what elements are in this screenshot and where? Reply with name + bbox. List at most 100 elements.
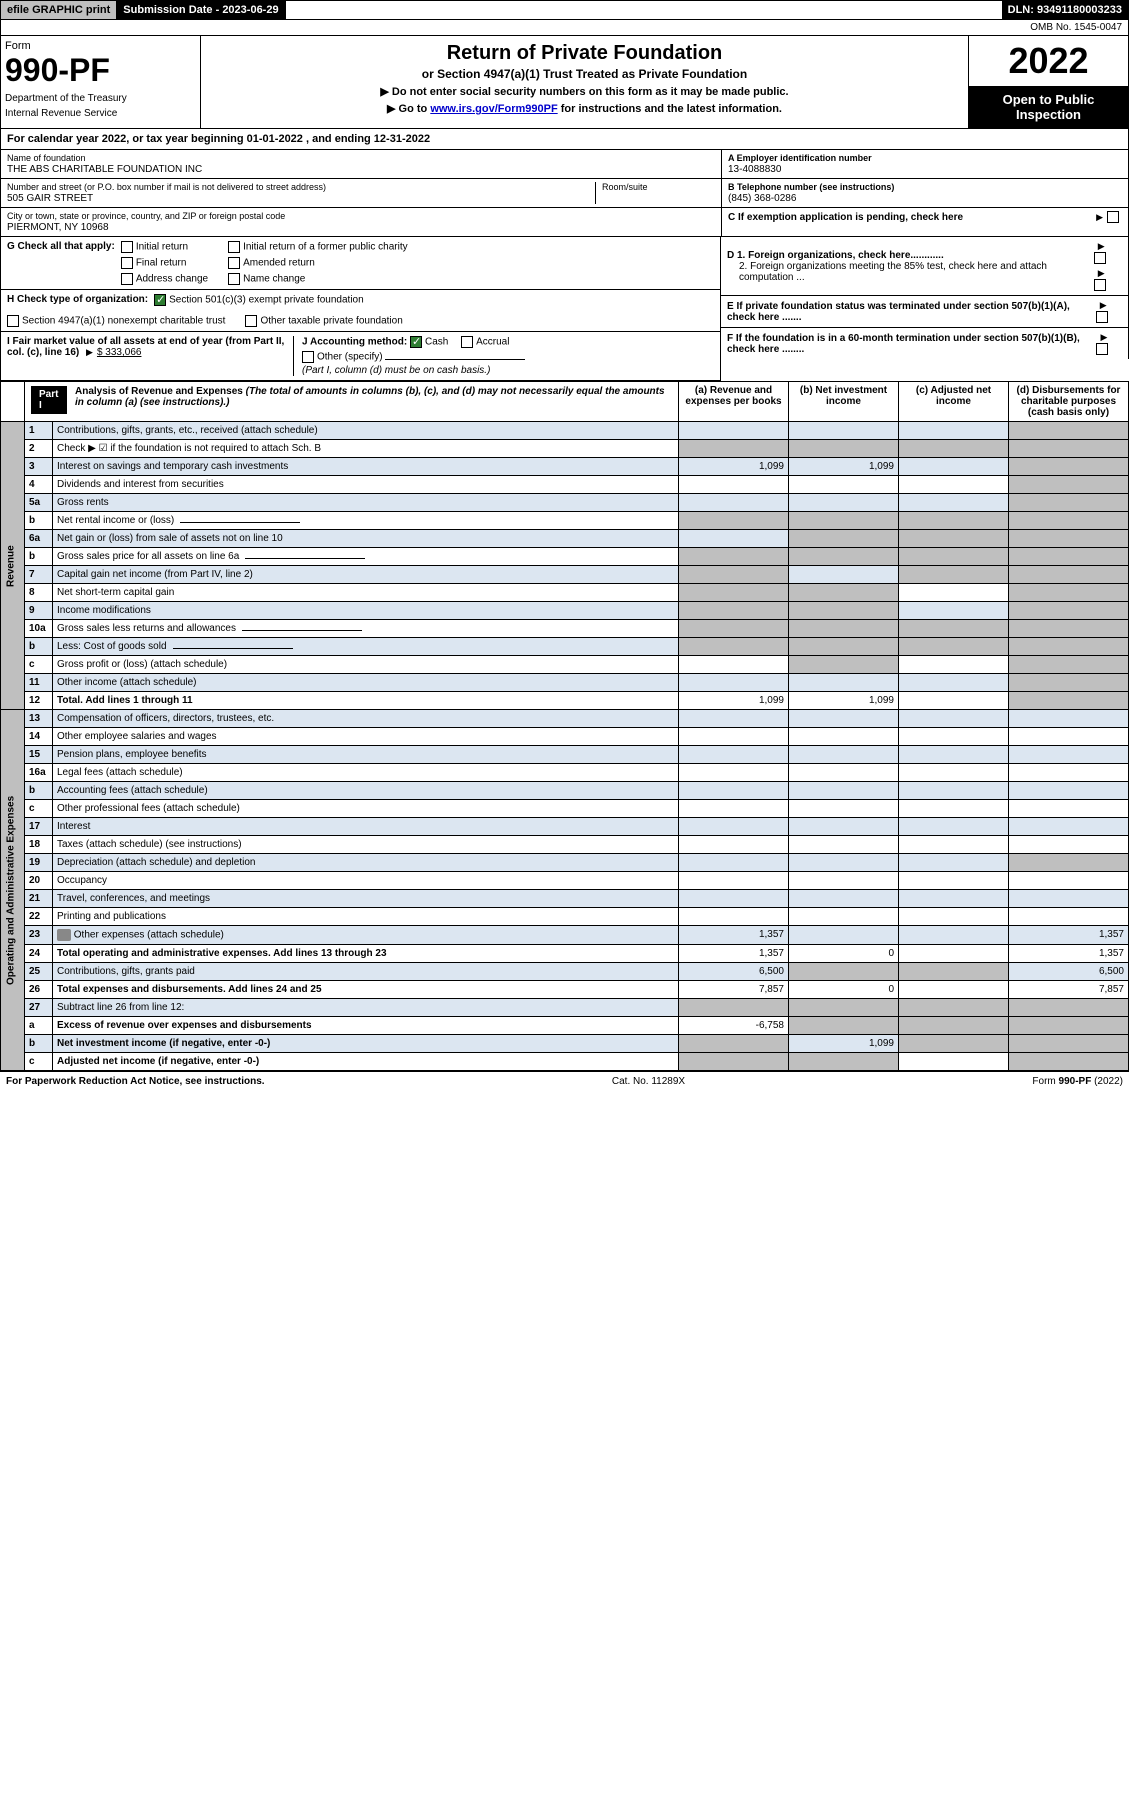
- amount-cell: [789, 638, 899, 656]
- irs-link[interactable]: www.irs.gov/Form990PF: [430, 103, 557, 115]
- g-amended-cb[interactable]: [228, 257, 240, 269]
- amount-cell: [679, 908, 789, 926]
- d2-checkbox[interactable]: [1094, 279, 1106, 291]
- table-row: 27Subtract line 26 from line 12:: [1, 999, 1129, 1017]
- amount-cell: [1009, 1035, 1129, 1053]
- amount-cell: [679, 746, 789, 764]
- amount-cell: [789, 566, 899, 584]
- i-j-row: I Fair market value of all assets at end…: [0, 332, 720, 381]
- amount-cell: [679, 836, 789, 854]
- form-subtitle: or Section 4947(a)(1) Trust Treated as P…: [207, 67, 962, 81]
- col-a-header: (a) Revenue and expenses per books: [679, 382, 789, 422]
- room-label: Room/suite: [602, 182, 715, 192]
- amount-cell: [789, 602, 899, 620]
- g-final-return-cb[interactable]: [121, 257, 133, 269]
- amount-cell: [1009, 782, 1129, 800]
- amount-cell: 1,357: [1009, 945, 1129, 963]
- d1-checkbox[interactable]: [1094, 252, 1106, 264]
- amount-cell: [1009, 566, 1129, 584]
- g-address-change-cb[interactable]: [121, 273, 133, 285]
- g-initial-former-cb[interactable]: [228, 241, 240, 253]
- amount-cell: [679, 440, 789, 458]
- h-other-taxable-cb[interactable]: [245, 315, 257, 327]
- amount-cell: [1009, 710, 1129, 728]
- line-description: Travel, conferences, and meetings: [53, 890, 679, 908]
- j-note: (Part I, column (d) must be on cash basi…: [302, 365, 714, 376]
- line-number: 13: [25, 710, 53, 728]
- j-cash-cb[interactable]: [410, 336, 422, 348]
- h-4947-cb[interactable]: [7, 315, 19, 327]
- table-row: cGross profit or (loss) (attach schedule…: [1, 656, 1129, 674]
- j-other-cb[interactable]: [302, 351, 314, 363]
- line-number: 8: [25, 584, 53, 602]
- amount-cell: [789, 800, 899, 818]
- table-row: 11Other income (attach schedule): [1, 674, 1129, 692]
- amount-cell: [789, 710, 899, 728]
- amount-cell: [789, 494, 899, 512]
- amount-cell: [679, 584, 789, 602]
- amount-cell: [1009, 836, 1129, 854]
- amount-cell: [899, 1053, 1009, 1071]
- amount-cell: [899, 890, 1009, 908]
- g-name-change-cb[interactable]: [228, 273, 240, 285]
- phone-label: B Telephone number (see instructions): [728, 182, 1122, 192]
- line-description: Gross sales price for all assets on line…: [53, 548, 679, 566]
- amount-cell: [789, 818, 899, 836]
- table-row: cAdjusted net income (if negative, enter…: [1, 1053, 1129, 1071]
- omb-number: OMB No. 1545-0047: [0, 20, 1129, 36]
- line-number: a: [25, 1017, 53, 1035]
- amount-cell: [679, 890, 789, 908]
- line-description: Net short-term capital gain: [53, 584, 679, 602]
- i-value: $ 333,066: [97, 347, 142, 358]
- e-checkbox[interactable]: [1096, 311, 1108, 323]
- amount-cell: 7,857: [1009, 981, 1129, 999]
- table-row: 8Net short-term capital gain: [1, 584, 1129, 602]
- tax-year: 2022: [969, 36, 1128, 86]
- amount-cell: [899, 710, 1009, 728]
- h-501c3-cb[interactable]: [154, 294, 166, 306]
- line-description: Occupancy: [53, 872, 679, 890]
- line-number: 10a: [25, 620, 53, 638]
- g-initial-return-cb[interactable]: [121, 241, 133, 253]
- line-description: Total expenses and disbursements. Add li…: [53, 981, 679, 999]
- line-number: 2: [25, 440, 53, 458]
- line-description: Printing and publications: [53, 908, 679, 926]
- table-row: 24Total operating and administrative exp…: [1, 945, 1129, 963]
- line-number: 19: [25, 854, 53, 872]
- table-row: 16aLegal fees (attach schedule): [1, 764, 1129, 782]
- efile-print-button[interactable]: efile GRAPHIC print: [1, 1, 117, 19]
- name-label: Name of foundation: [7, 153, 715, 163]
- line-number: 22: [25, 908, 53, 926]
- amount-cell: [1009, 494, 1129, 512]
- amount-cell: [789, 476, 899, 494]
- table-row: 3Interest on savings and temporary cash …: [1, 458, 1129, 476]
- amount-cell: [679, 638, 789, 656]
- line-number: 4: [25, 476, 53, 494]
- line-description: Gross profit or (loss) (attach schedule): [53, 656, 679, 674]
- table-row: 10aGross sales less returns and allowanc…: [1, 620, 1129, 638]
- col-b-header: (b) Net investment income: [789, 382, 899, 422]
- dln-label: DLN: 93491180003233: [1002, 1, 1128, 19]
- amount-cell: 1,357: [679, 926, 789, 945]
- g-row: G Check all that apply: Initial return I…: [0, 237, 720, 290]
- line-number: 12: [25, 692, 53, 710]
- f-checkbox[interactable]: [1096, 343, 1108, 355]
- table-row: 15Pension plans, employee benefits: [1, 746, 1129, 764]
- j-accrual-cb[interactable]: [461, 336, 473, 348]
- line-number: 14: [25, 728, 53, 746]
- exemption-checkbox[interactable]: [1107, 211, 1119, 223]
- line-number: 15: [25, 746, 53, 764]
- amount-cell: [1009, 476, 1129, 494]
- amount-cell: [899, 872, 1009, 890]
- line-number: 16a: [25, 764, 53, 782]
- amount-cell: 6,500: [679, 963, 789, 981]
- part1-badge: Part I: [31, 386, 67, 414]
- amount-cell: 6,500: [1009, 963, 1129, 981]
- amount-cell: [679, 548, 789, 566]
- attachment-icon[interactable]: [57, 929, 71, 941]
- revenue-section-label: Revenue: [1, 422, 25, 710]
- part1-table: Part I Analysis of Revenue and Expenses …: [0, 381, 1129, 1071]
- line-number: b: [25, 512, 53, 530]
- amount-cell: [679, 872, 789, 890]
- line-number: b: [25, 638, 53, 656]
